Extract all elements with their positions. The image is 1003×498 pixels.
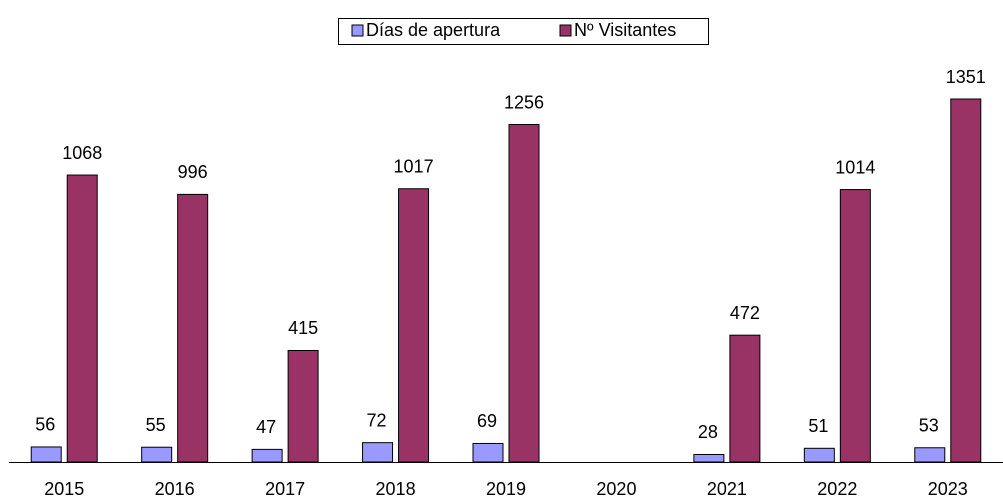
data-label: 1068 <box>62 143 102 163</box>
data-label: 53 <box>919 416 939 436</box>
x-tick-label: 2021 <box>707 479 747 498</box>
bar <box>472 442 504 463</box>
x-tick-label: 2018 <box>376 479 416 498</box>
bar <box>693 453 725 463</box>
bar <box>950 98 982 463</box>
bar <box>729 334 761 463</box>
x-tick-label: 2015 <box>44 479 84 498</box>
x-tick-label: 2016 <box>155 479 195 498</box>
legend-label: Días de apertura <box>366 20 501 40</box>
x-tick-label: 2020 <box>596 479 636 498</box>
bar <box>251 448 283 463</box>
data-label: 1017 <box>394 156 434 176</box>
data-label: 1014 <box>835 157 875 177</box>
bar <box>839 189 871 463</box>
bar <box>362 442 394 463</box>
bar <box>66 174 98 463</box>
x-tick-label: 2022 <box>817 479 857 498</box>
x-tick-label: 2023 <box>928 479 968 498</box>
data-label: 69 <box>477 411 497 431</box>
data-label: 1256 <box>504 92 544 112</box>
x-tick-label: 2017 <box>265 479 305 498</box>
legend-swatch <box>559 24 572 37</box>
bar <box>141 446 173 463</box>
data-label: 55 <box>146 415 166 435</box>
bar <box>508 124 540 463</box>
data-label: 996 <box>178 162 208 182</box>
bar <box>914 447 946 463</box>
data-label: 56 <box>35 415 55 435</box>
data-label: 472 <box>730 303 760 323</box>
data-label: 1351 <box>946 67 986 87</box>
bar <box>177 193 209 463</box>
legend-label: Nº Visitantes <box>574 20 676 40</box>
data-label: 415 <box>288 318 318 338</box>
data-label: 28 <box>698 422 718 442</box>
x-tick-label: 2019 <box>486 479 526 498</box>
bar <box>398 188 430 463</box>
data-label: 47 <box>256 417 276 437</box>
data-label: 72 <box>367 410 387 430</box>
bar <box>803 447 835 463</box>
legend-box <box>338 18 709 45</box>
legend-swatch <box>351 24 364 37</box>
data-label: 51 <box>808 416 828 436</box>
bar <box>30 446 62 463</box>
bar <box>287 349 319 463</box>
